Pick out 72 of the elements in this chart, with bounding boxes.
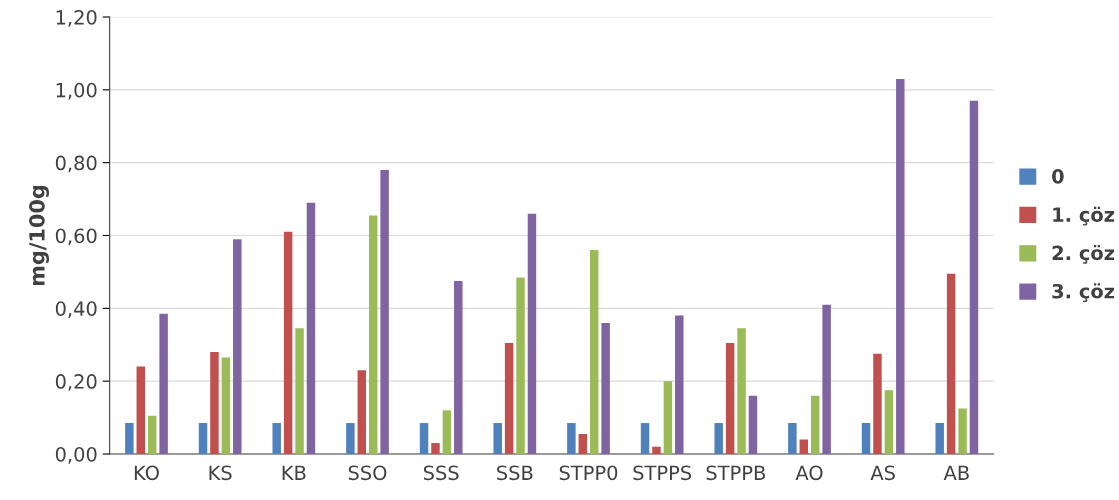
- legend-label: 3. çöz: [1052, 283, 1115, 303]
- x-tick-label: AO: [795, 465, 823, 481]
- x-tick-label: AS: [870, 465, 895, 481]
- bar: [567, 423, 576, 454]
- bar: [346, 423, 355, 454]
- x-tick-label: KB: [282, 465, 306, 480]
- x-tick-label: AB: [943, 465, 969, 480]
- bar: [822, 304, 831, 454]
- x-tick-label: SSB: [497, 465, 533, 481]
- x-tick-label: STPPB: [706, 465, 765, 481]
- bar: [935, 423, 944, 454]
- bar: [198, 423, 208, 454]
- bar: [295, 328, 304, 454]
- bar: [454, 281, 463, 454]
- y-axis-title: mg/100g: [29, 185, 50, 286]
- y-tick-label: 1,00: [56, 82, 97, 100]
- bar: [380, 169, 389, 454]
- y-tick-label: 0,80: [55, 155, 97, 173]
- bar: [527, 213, 537, 454]
- bar: [283, 231, 293, 454]
- bar: [136, 366, 146, 454]
- bar: [589, 250, 599, 454]
- bar: [884, 390, 894, 454]
- bar: [159, 313, 168, 454]
- bar: [431, 443, 440, 454]
- bar: [221, 357, 231, 454]
- x-tick-label: KS: [209, 465, 232, 481]
- bar: [272, 423, 281, 454]
- bar: [368, 215, 378, 454]
- bar: [419, 423, 429, 454]
- bar: [147, 415, 157, 454]
- bar: [799, 439, 809, 454]
- y-tick-label: 0,40: [55, 301, 97, 318]
- bar: [861, 423, 871, 454]
- bar: [748, 395, 758, 454]
- bar: [969, 100, 979, 454]
- bar: [788, 423, 797, 454]
- x-tick-label: KO: [134, 465, 159, 481]
- bar: [125, 423, 134, 454]
- y-tick-label: 1,20: [56, 9, 97, 27]
- bar: [357, 370, 367, 454]
- legend-label: 0: [1052, 168, 1064, 184]
- bar: [663, 381, 673, 454]
- y-tick-label: 0,60: [55, 228, 97, 246]
- y-tick-label: 0,00: [55, 446, 97, 464]
- bar: [306, 202, 316, 454]
- bar: [810, 395, 820, 454]
- x-tick-label: STPP0: [559, 465, 618, 481]
- bar: [737, 328, 746, 454]
- bar: [516, 277, 525, 454]
- x-tick-label: SSO: [348, 465, 387, 481]
- bar: [873, 353, 882, 454]
- legend-label: 1. çöz: [1053, 206, 1115, 226]
- bar: [601, 322, 610, 454]
- bar: [946, 273, 956, 454]
- x-tick-label: SSS: [423, 465, 459, 481]
- bar: [958, 408, 967, 454]
- bar: [442, 410, 452, 454]
- bar: [210, 352, 219, 454]
- bar: [640, 423, 650, 454]
- bar: [675, 315, 684, 454]
- bar: [652, 446, 661, 454]
- legend-label: 2. çöz: [1052, 244, 1115, 264]
- bar: [725, 342, 735, 454]
- bar: [714, 423, 723, 454]
- bar: [493, 423, 502, 454]
- bar: [504, 342, 514, 454]
- x-tick-label: STPPS: [633, 465, 692, 481]
- bar: [233, 239, 242, 454]
- bar: [578, 433, 588, 454]
- y-tick-label: 0,20: [55, 374, 97, 391]
- bar: [896, 78, 905, 454]
